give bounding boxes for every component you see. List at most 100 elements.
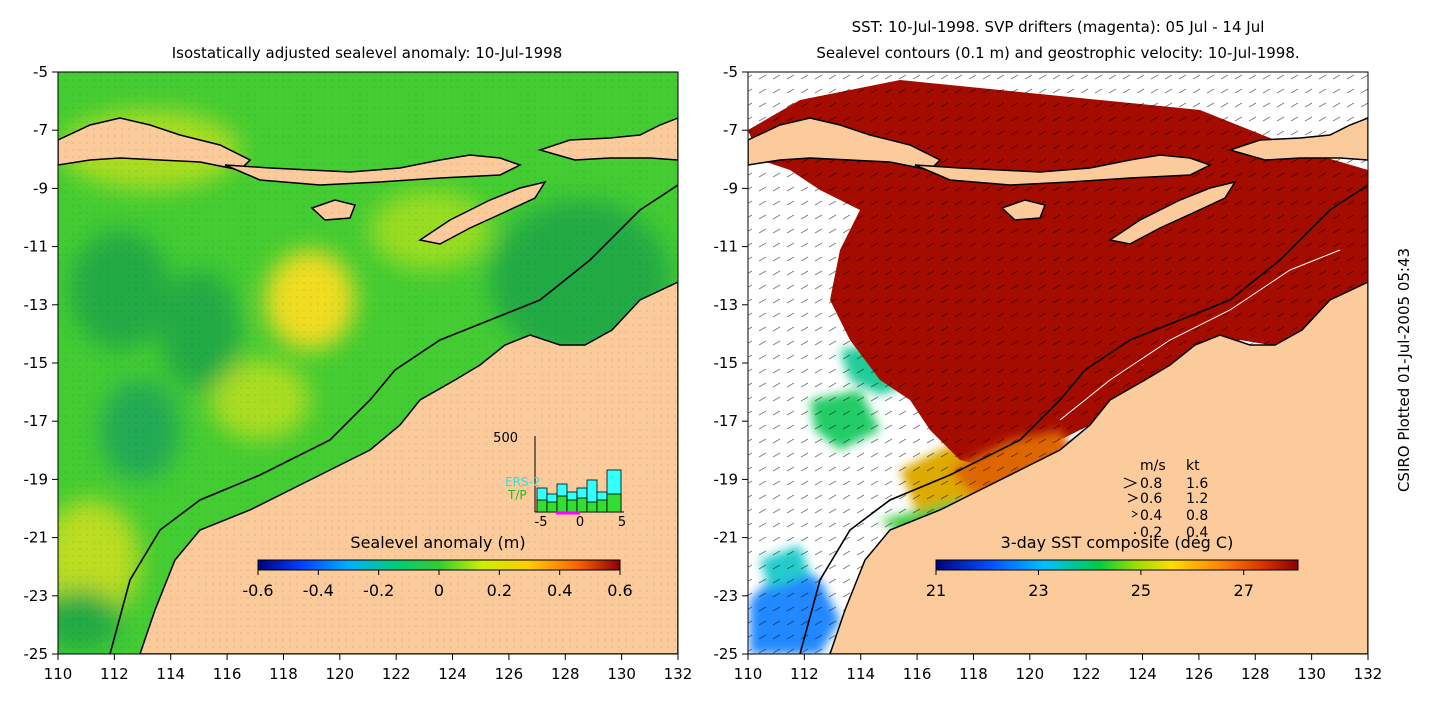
right-ytick-label: -17: [714, 412, 739, 430]
left-ytick-label: -23: [24, 587, 49, 605]
left-colorbar-tick-label: -0.2: [363, 581, 394, 600]
left-ytick-label: -15: [24, 354, 49, 372]
right-xtick-label: 114: [846, 665, 875, 683]
velocity-legend-row2-ms: 0.4: [1140, 508, 1162, 524]
right-xtick-label: 128: [1241, 665, 1270, 683]
left-y-axis: -5 -7 -9 -11 -13 -15 -17 -19 -21 -23 -25: [24, 63, 58, 663]
left-colorbar-label: Sealevel anomaly (m): [350, 533, 525, 552]
velocity-legend: m/s kt 0.8 1.6 0.6 1.2 0.4 0.8 0.2 0.4: [1123, 458, 1208, 541]
histogram-xtick-neg5: -5: [535, 515, 548, 530]
left-ytick-label: -21: [24, 529, 49, 547]
histogram-ymax: 500: [493, 431, 518, 446]
left-x-axis: 110 112 114 116 118 120 122 124 126 128 130 132: [44, 654, 693, 683]
right-xtick-label: 118: [959, 665, 988, 683]
plotted-credit: CSIRO Plotted 01-Jul-2005 05:43: [1395, 247, 1413, 493]
left-xtick-label: 128: [551, 665, 580, 683]
left-xtick-label: 130: [607, 665, 636, 683]
right-colorbar-tick-label: 25: [1131, 581, 1151, 600]
right-colorbar-label: 3-day SST composite (deg C): [1001, 533, 1234, 552]
lesser-sunda-land-right: [914, 154, 1212, 186]
java-land-right: [748, 117, 942, 171]
right-map: [748, 72, 1368, 654]
histogram-inset: 500 ERS-2 T/P -5 0 5: [493, 431, 626, 530]
right-y-axis: -5 -7 -9 -11 -13 -15 -17 -19 -21 -23 -25: [714, 63, 748, 663]
right-ytick-label: -13: [714, 296, 739, 314]
right-xtick-label: 132: [1354, 665, 1383, 683]
left-colorbar-ticks: -0.6 -0.4 -0.2 0 0.2 0.4 0.6: [242, 570, 633, 600]
velocity-legend-row3-ms: 0.2: [1140, 525, 1162, 541]
right-panel-title-line2: Sealevel contours (0.1 m) and geostrophi…: [816, 44, 1299, 62]
left-xtick-label: 120: [325, 665, 354, 683]
right-xtick-label: 112: [790, 665, 819, 683]
right-panel-title-line1: SST: 10-Jul-1998. SVP drifters (magenta)…: [852, 18, 1265, 36]
left-xtick-label: 112: [100, 665, 129, 683]
north-islands-right: [1227, 117, 1368, 161]
sumba-land-right: [1000, 199, 1047, 221]
histogram-legend-ers2: ERS-2: [505, 475, 541, 489]
left-xtick-label: 114: [156, 665, 185, 683]
left-colorbar-tick-label: 0: [434, 581, 444, 600]
left-colorbar-tick-label: -0.6: [242, 581, 273, 600]
right-ytick-label: -15: [714, 354, 739, 372]
right-colorbar-tick-label: 27: [1234, 581, 1254, 600]
right-xtick-label: 120: [1015, 665, 1044, 683]
left-xtick-label: 126: [495, 665, 524, 683]
right-ytick-label: -11: [714, 238, 739, 256]
left-ytick-label: -7: [33, 121, 48, 139]
right-colorbar-ticks: 21 23 25 27: [926, 570, 1254, 600]
left-ytick-label: -13: [24, 296, 49, 314]
right-colorbar-tick-label: 21: [926, 581, 946, 600]
sealevel-contour-white: [1059, 249, 1341, 421]
left-colorbar-tick-label: 0.6: [607, 581, 632, 600]
velocity-legend-row1-kt: 1.2: [1186, 491, 1208, 507]
shelf-contour-right: [799, 184, 1368, 654]
right-xtick-label: 116: [903, 665, 932, 683]
right-x-axis: 110 112 114 116 118 120 122 124 126 128 130 132: [734, 654, 1383, 683]
left-colorbar: [257, 559, 621, 571]
velocity-legend-row0-ms: 0.8: [1140, 476, 1162, 492]
left-ytick-label: -9: [33, 179, 48, 197]
velocity-legend-row1-ms: 0.6: [1140, 491, 1162, 507]
left-colorbar-tick-label: 0.2: [487, 581, 512, 600]
left-panel-title: Isostatically adjusted sealevel anomaly:…: [172, 44, 563, 62]
right-ytick-label: -9: [723, 179, 738, 197]
histogram-xtick-0: 0: [576, 515, 584, 530]
left-ytick-label: -19: [24, 470, 49, 488]
timor-land-right: [1108, 180, 1237, 245]
right-ytick-label: -25: [714, 645, 739, 663]
right-colorbar-tick-label: 23: [1028, 581, 1048, 600]
left-xtick-label: 116: [213, 665, 242, 683]
right-colorbar: [935, 559, 1299, 571]
left-xtick-label: 132: [664, 665, 693, 683]
left-ytick-label: -5: [33, 63, 48, 81]
right-ytick-label: -21: [714, 529, 739, 547]
right-ytick-label: -7: [723, 121, 738, 139]
left-map: [58, 72, 678, 654]
right-ytick-label: -23: [714, 587, 739, 605]
left-ytick-label: -11: [24, 238, 49, 256]
right-ytick-label: -19: [714, 470, 739, 488]
right-xtick-label: 122: [1072, 665, 1101, 683]
velocity-legend-row2-kt: 0.8: [1186, 508, 1208, 524]
left-ytick-label: -25: [24, 645, 49, 663]
velocity-legend-row0-kt: 1.6: [1186, 476, 1208, 492]
left-ytick-label: -17: [24, 412, 49, 430]
velocity-legend-row3-kt: 0.4: [1186, 525, 1208, 541]
right-xtick-label: 110: [734, 665, 763, 683]
right-xtick-label: 124: [1128, 665, 1157, 683]
left-xtick-label: 110: [44, 665, 73, 683]
left-xtick-label: 118: [269, 665, 298, 683]
left-xtick-label: 124: [438, 665, 467, 683]
left-colorbar-tick-label: 0.4: [547, 581, 572, 600]
histogram-legend-tp: T/P: [507, 488, 527, 502]
right-ytick-label: -5: [723, 63, 738, 81]
right-xtick-label: 126: [1185, 665, 1214, 683]
velocity-legend-header-ms: m/s: [1140, 458, 1166, 474]
histogram-xtick-5: 5: [618, 515, 626, 530]
left-xtick-label: 122: [382, 665, 411, 683]
right-xtick-label: 130: [1297, 665, 1326, 683]
velocity-legend-header-kt: kt: [1186, 458, 1200, 474]
left-colorbar-tick-label: -0.4: [303, 581, 334, 600]
